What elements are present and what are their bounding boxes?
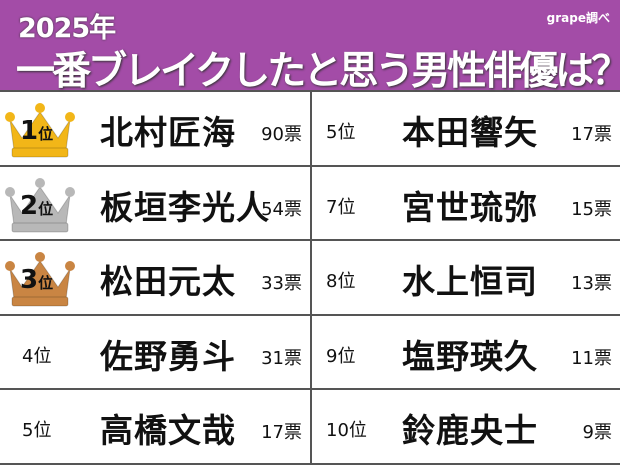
rank-label: 7位 xyxy=(326,196,356,218)
vote-count: 90票 xyxy=(261,124,302,145)
vote-count: 33票 xyxy=(261,273,302,295)
actor-name: 宮世琉弥 xyxy=(402,187,538,227)
vote-count: 31票 xyxy=(261,347,302,369)
rank-suffix: 位 xyxy=(38,199,54,218)
actor-name: 高橋文哉 xyxy=(100,411,236,451)
rank-label: 8位 xyxy=(326,271,356,293)
vote-count: 11票 xyxy=(571,347,612,369)
rank-label: 9位 xyxy=(326,345,356,367)
header-year: 2025年 xyxy=(18,13,116,44)
actor-name: 佐野勇斗 xyxy=(100,336,236,376)
ranking-entry: 1位 北村匠海 90票 xyxy=(0,92,310,167)
vote-count: 15票 xyxy=(571,198,612,220)
silver-crown-icon: 2位 xyxy=(4,173,76,235)
ranking-entry: 3位 松田元太 33票 xyxy=(0,241,310,316)
rank-suffix: 位 xyxy=(38,125,54,143)
header-banner: 2025年 一番ブレイクしたと思う男性俳優は？ grape調べ xyxy=(0,0,620,94)
ranking-entry: 5位 高橋文哉 17票 xyxy=(0,390,310,465)
rank-label: 5位 xyxy=(326,122,356,143)
ranking-entry: 7位 宮世琉弥 15票 xyxy=(310,166,620,242)
page-title: 一番ブレイクしたと思う男性俳優は？ xyxy=(16,49,620,94)
vote-count: 17票 xyxy=(571,124,612,145)
bronze-crown-icon: 3位 xyxy=(4,247,76,309)
actor-name: 鈴鹿央士 xyxy=(402,411,538,451)
ranking-entry: 10位 鈴鹿央士 9票 xyxy=(310,390,620,465)
rank-label: 5位 xyxy=(22,420,52,442)
vote-count: 17票 xyxy=(261,422,302,444)
ranking-entry: 2位 板垣李光人 54票 xyxy=(0,167,310,242)
rank-suffix: 位 xyxy=(38,274,54,293)
ranking-entry: 8位 水上恒司 13票 xyxy=(310,241,620,316)
vote-count: 9票 xyxy=(582,422,612,444)
ranking-entry: 5位 本田響矢 17票 xyxy=(310,92,620,167)
rank-label: 10位 xyxy=(326,420,367,442)
actor-name: 水上恒司 xyxy=(402,262,538,302)
vote-count: 13票 xyxy=(571,273,612,295)
ranking-entry: 9位 塩野瑛久 11票 xyxy=(310,315,620,391)
gold-crown-icon: 1位 xyxy=(4,98,76,160)
actor-name: 本田響矢 xyxy=(402,113,538,152)
actor-name: 板垣李光人 xyxy=(100,187,270,227)
rank-number: 1 xyxy=(20,116,39,146)
actor-name: 松田元太 xyxy=(100,262,236,302)
actor-name: 塩野瑛久 xyxy=(402,336,538,376)
actor-name: 北村匠海 xyxy=(100,113,236,152)
vote-count: 54票 xyxy=(261,198,302,220)
rank-number: 3 xyxy=(20,265,39,296)
rank-label: 4位 xyxy=(22,345,52,367)
source-label: grape調べ xyxy=(546,11,610,25)
ranking-table: 1位 北村匠海 90票 2位 板垣李光人 54票 3位 松田元太 33票 4位 佐野勇斗 31票 5位高… xyxy=(0,92,620,465)
ranking-entry: 4位 佐野勇斗 31票 xyxy=(0,316,310,391)
rank-number: 2 xyxy=(20,190,39,221)
